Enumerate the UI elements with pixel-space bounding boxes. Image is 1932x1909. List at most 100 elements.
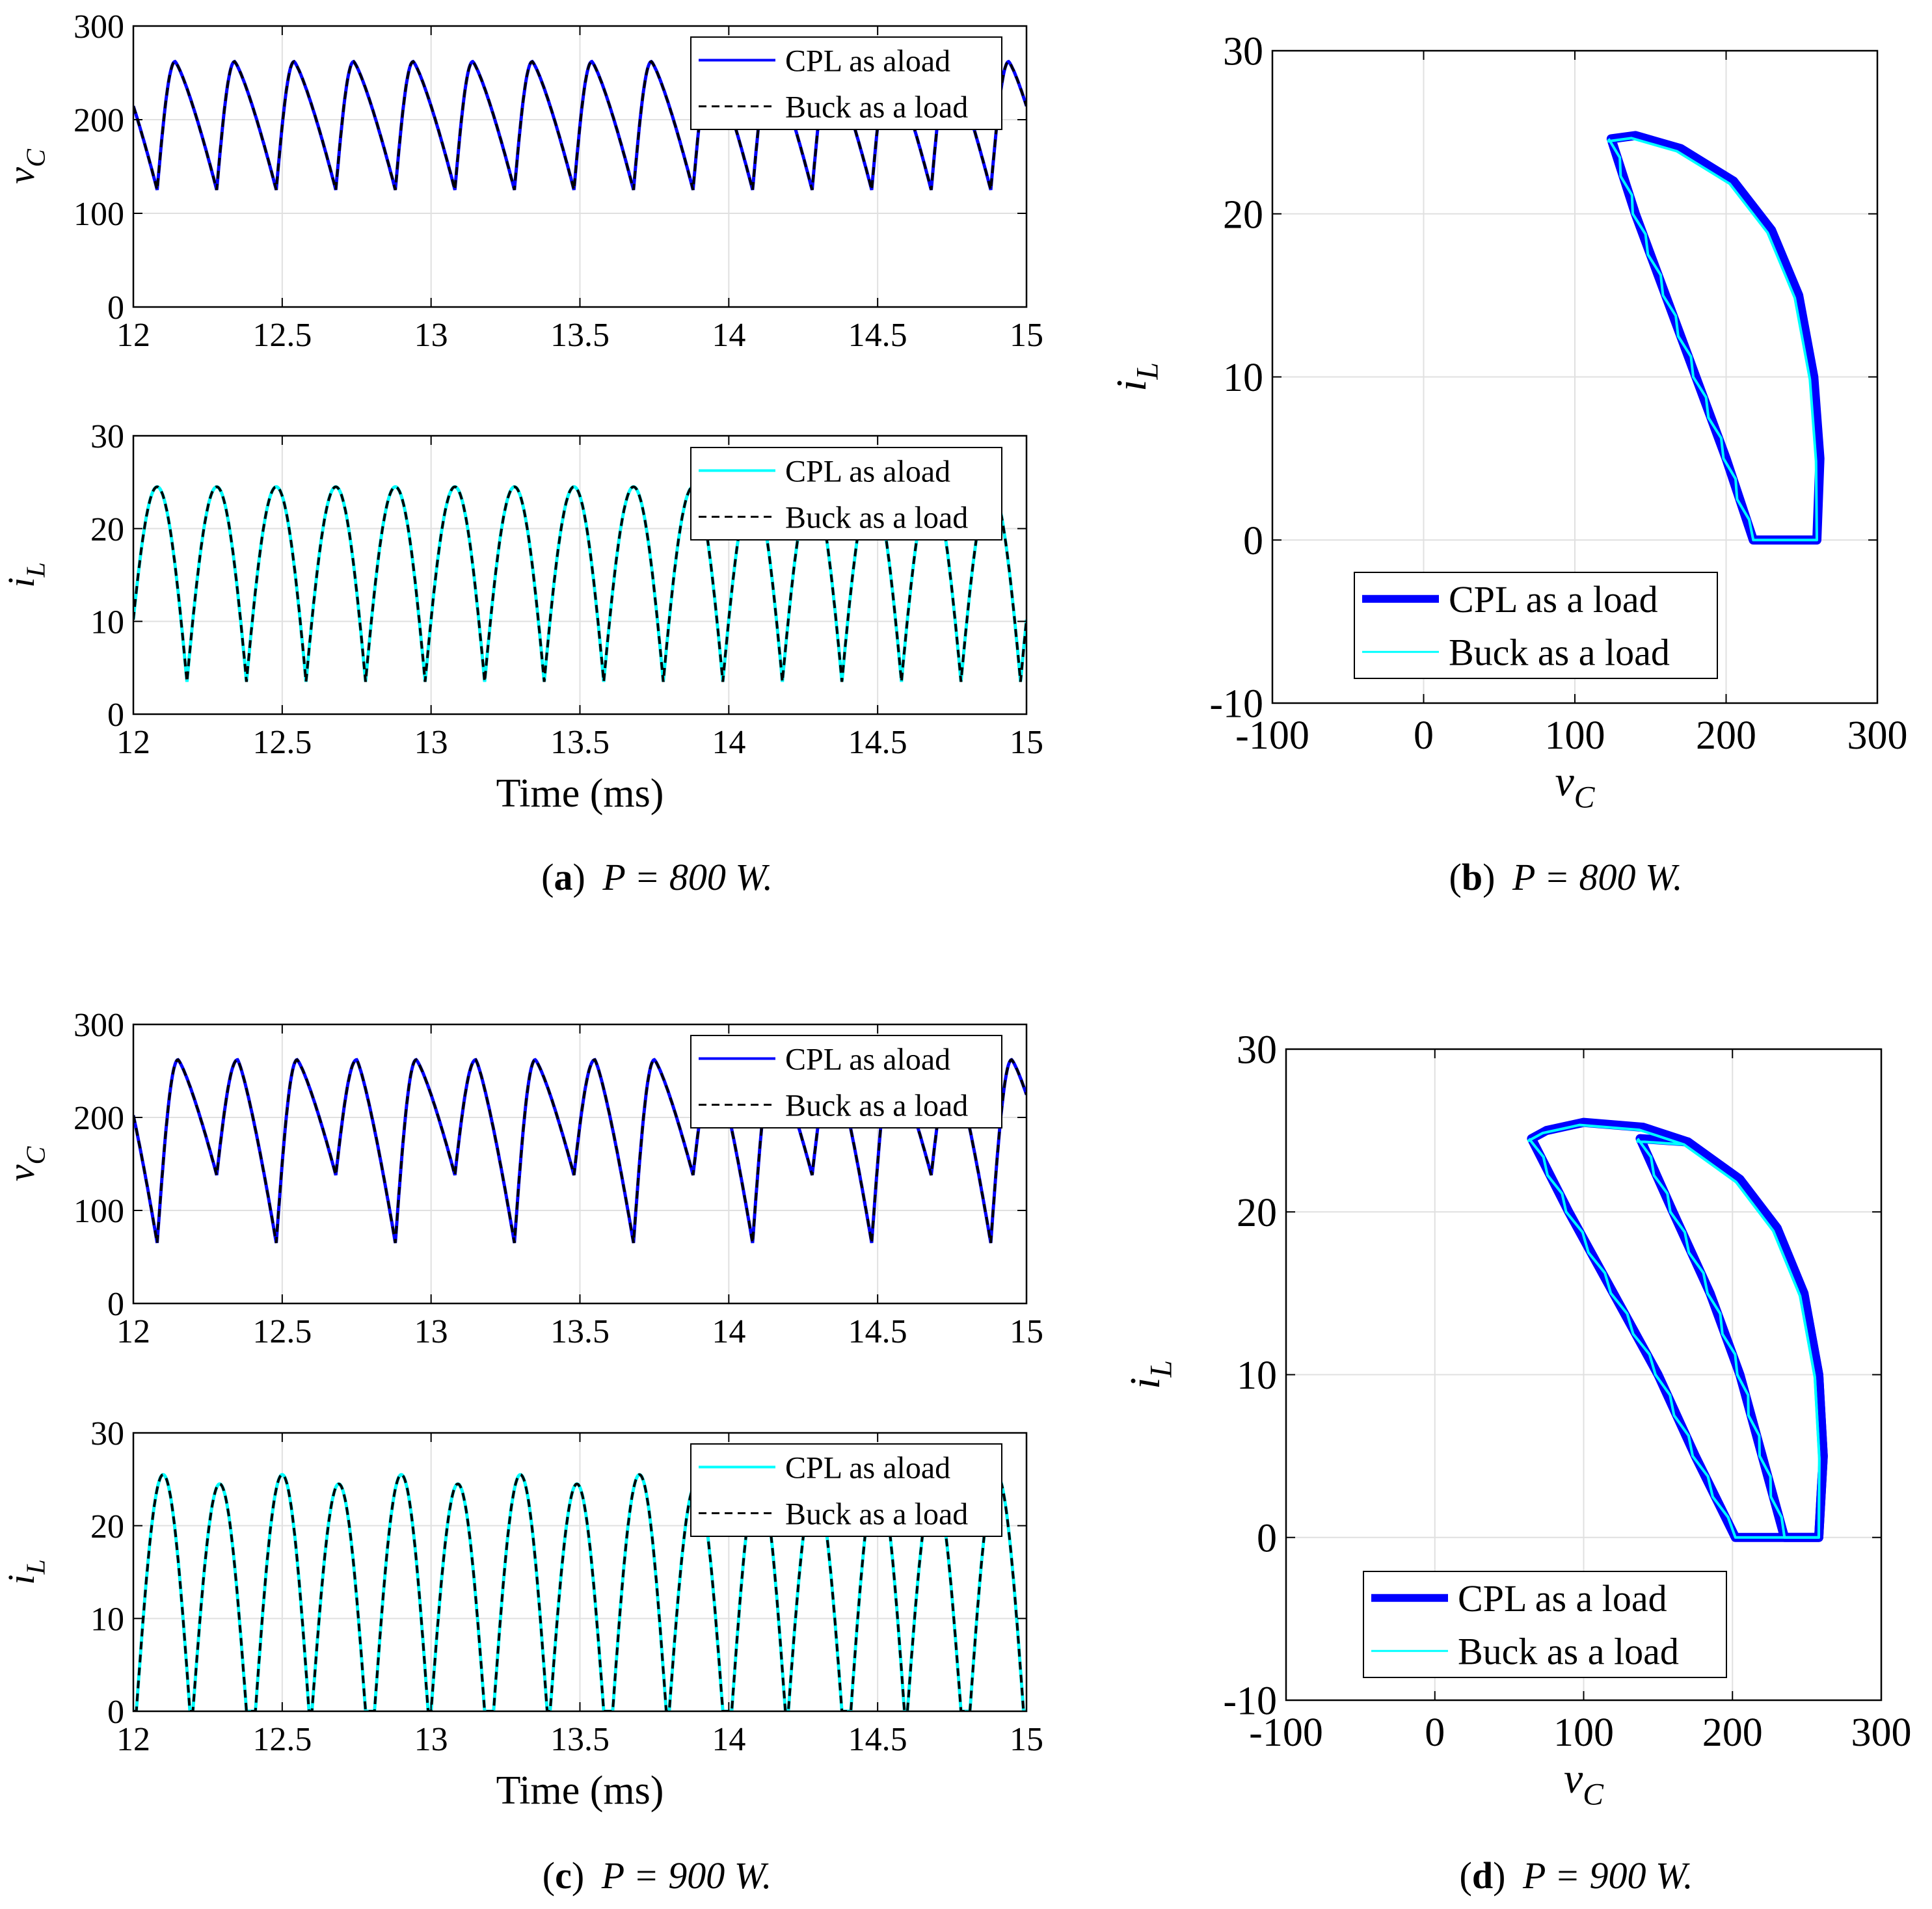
axis-label-x: Time (ms)	[496, 1769, 664, 1813]
legend-label-2: Buck as a load	[785, 1088, 968, 1123]
tick-label-y: 10	[1223, 356, 1263, 400]
tick-label-y: 0	[107, 1694, 124, 1731]
axis-label-y: vC	[0, 148, 51, 184]
tick-label-x: 13.5	[550, 317, 610, 354]
tick-label-x: 14	[712, 724, 745, 761]
tick-label-y: 20	[1223, 193, 1263, 237]
tick-label-y: 300	[74, 1007, 124, 1044]
tick-label-x: 14.5	[848, 1721, 907, 1758]
tick-label-x: 14.5	[848, 724, 907, 761]
tick-label-x: 12	[116, 724, 150, 761]
tick-label-x: 300	[1851, 1711, 1912, 1755]
caption-c-label: c	[555, 1854, 572, 1897]
axis-label-y: iL	[0, 562, 51, 587]
tick-label-y: 100	[74, 196, 124, 233]
tick-label-y: -10	[1209, 682, 1263, 727]
axis-label-y-sub: L	[1131, 362, 1164, 380]
tick-label-y: 10	[1237, 1354, 1277, 1398]
tick-label-x: -100	[1235, 714, 1309, 758]
tick-label-x: 13	[414, 317, 448, 354]
tick-label-y: 200	[74, 102, 124, 139]
tick-label-x: 15	[1010, 1313, 1043, 1350]
tick-label-x: -100	[1249, 1711, 1323, 1755]
legend-box	[690, 36, 1002, 130]
legend-label-1: CPL as aload	[785, 1450, 950, 1485]
legend-label-2: Buck as a load	[785, 1497, 968, 1531]
axis-label-y-sub: C	[21, 148, 51, 167]
axis-label-y-base: i	[1108, 380, 1155, 392]
axis-label-y: vC	[0, 1146, 51, 1182]
chart-c-il: 12 12.5 13 13.5 14 14.5 15 0 10 20 30 iL Time (ms) CP…	[0, 1415, 1043, 1813]
chart-c-vc: 12 12.5 13 13.5 14 14.5 15 0 100 200 300 vC CPL as a…	[0, 1007, 1043, 1350]
caption-b-label: b	[1462, 856, 1483, 898]
axis-label-y-sub: C	[21, 1146, 51, 1165]
data-layer	[133, 1058, 1026, 1244]
tick-label-x: 300	[1847, 714, 1908, 758]
tick-label-y: 0	[107, 1286, 124, 1323]
tick-label-x: 13	[414, 724, 448, 761]
legend-label-2: Buck as a load	[1458, 1631, 1679, 1673]
tick-label-x: 0	[1414, 714, 1434, 758]
caption-c: (c) P = 900 W.	[543, 1854, 771, 1897]
tick-label-x: 100	[1553, 1711, 1614, 1755]
tick-label-x: 14.5	[848, 317, 907, 354]
axis-label-y-base: v	[0, 167, 42, 184]
tick-label-x: 14.5	[848, 1313, 907, 1350]
tick-label-x: 14	[712, 1313, 745, 1350]
chart-a-il: 12 12.5 13 13.5 14 14.5 15 0 10 20 30 iL Time (ms) CP…	[0, 418, 1043, 816]
axis-label-x-sub: C	[1574, 781, 1596, 814]
tick-label-x: 12.5	[252, 317, 312, 354]
tick-label-y: 30	[90, 418, 124, 455]
legend-box	[1354, 572, 1718, 679]
data-layer	[1606, 131, 1825, 545]
tick-label-x: 12.5	[252, 724, 312, 761]
tick-label-y: 0	[1243, 519, 1263, 563]
tick-label-y: 20	[90, 511, 124, 548]
caption-d: (d) P = 900 W.	[1460, 1854, 1693, 1897]
legend-label-2: Buck as a load	[785, 500, 968, 535]
legend-box	[690, 1035, 1002, 1128]
tick-label-x: 200	[1702, 1711, 1763, 1755]
axis-label-y-base: i	[0, 1575, 42, 1585]
tick-label-x: 200	[1696, 714, 1756, 758]
tick-label-y: 20	[1237, 1191, 1277, 1235]
tick-label-x: 12.5	[252, 1721, 312, 1758]
caption-b-text: P = 800 W.	[1512, 856, 1683, 898]
tick-label-y: 100	[74, 1193, 124, 1230]
tick-label-x: 14	[712, 317, 745, 354]
axis-label-x-sub: C	[1583, 1778, 1604, 1811]
tick-label-x: 13	[414, 1313, 448, 1350]
tick-label-x: 15	[1010, 724, 1043, 761]
tick-label-y: 0	[1257, 1516, 1277, 1560]
legend-label-2: Buck as a load	[1449, 632, 1670, 674]
tick-label-y: 30	[1237, 1028, 1277, 1073]
tick-label-y: 30	[90, 1415, 124, 1452]
axis-label-x: Time (ms)	[496, 771, 664, 816]
tick-label-y: 30	[1223, 30, 1263, 74]
caption-d-text: P = 900 W.	[1522, 1854, 1693, 1897]
legend-label-2: Buck as a load	[785, 90, 968, 124]
caption-d-label: d	[1472, 1854, 1493, 1897]
tick-label-x: 12	[116, 1721, 150, 1758]
series-line-2	[133, 60, 1026, 191]
tick-label-x: 15	[1010, 317, 1043, 354]
axis-label-y-base: i	[1121, 1378, 1169, 1389]
axis-label-x-base: v	[1555, 758, 1575, 805]
tick-label-y: 300	[74, 8, 124, 46]
tick-label-y: 200	[74, 1100, 124, 1137]
caption-b: (b) P = 800 W.	[1449, 856, 1683, 898]
tick-label-y: 20	[90, 1508, 124, 1545]
axis-label-y: iL	[1121, 1360, 1178, 1389]
caption-a-text: P = 800 W.	[602, 856, 773, 898]
series-buck-loop-1	[1607, 137, 1818, 542]
tick-label-x: 12.5	[252, 1313, 312, 1350]
axis-label-y-sub: L	[21, 1559, 51, 1575]
tick-label-x: 13	[414, 1721, 448, 1758]
series-buck-loop-2	[1636, 1138, 1821, 1539]
tick-label-y: 10	[90, 604, 124, 641]
axis-label-x: vC	[1555, 758, 1596, 814]
axis-label-y: iL	[1108, 362, 1164, 392]
legend-box	[690, 447, 1002, 541]
